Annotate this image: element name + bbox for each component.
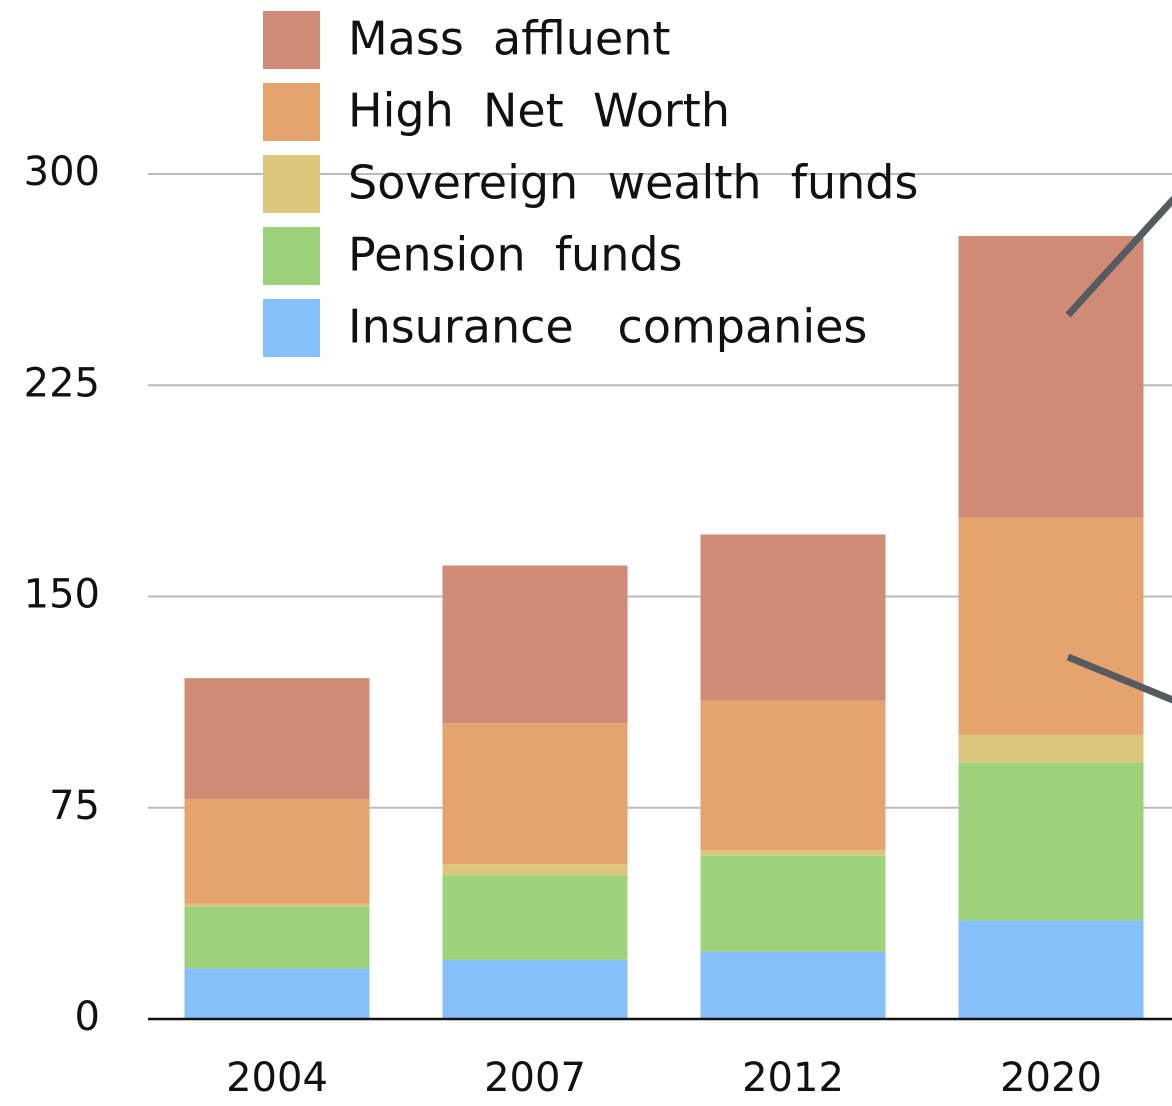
y-tick-label: 150 — [24, 572, 100, 618]
legend-swatch — [263, 299, 320, 357]
legend-label: Pension funds — [348, 228, 683, 282]
bar-segment — [184, 799, 370, 904]
annotation-line — [1065, 195, 1172, 318]
bar-segment — [184, 678, 370, 800]
bar-segment — [958, 920, 1144, 1019]
legend-label: Insurance companies — [348, 300, 867, 354]
axis: 0 75 150 225 300 2004 2007 2012 2020 — [24, 149, 1172, 1101]
y-tick-label: 225 — [24, 360, 100, 406]
bar-segment — [700, 855, 886, 952]
bar-segment — [958, 762, 1144, 921]
bar-segment — [958, 235, 1144, 518]
bar-segment — [184, 903, 370, 907]
x-tick-label: 2007 — [484, 1055, 586, 1101]
bar-segment — [442, 864, 628, 876]
bars — [184, 235, 1144, 1019]
legend-swatch — [263, 11, 320, 69]
bar-segment — [700, 700, 886, 850]
legend-swatch — [263, 83, 320, 141]
legend: Insurance companies Pension funds Sovereig… — [263, 11, 918, 357]
legend-label: High Net Worth — [348, 84, 730, 138]
legend-swatch — [263, 155, 320, 213]
bar-segment — [184, 968, 370, 1019]
bar-segment — [958, 517, 1144, 735]
x-tick-label: 2004 — [226, 1055, 328, 1101]
legend-label: Mass affluent — [348, 12, 670, 66]
y-tick-label: 0 — [75, 994, 100, 1040]
y-tick-label: 75 — [49, 783, 100, 829]
y-tick-label: 300 — [24, 149, 100, 195]
x-tick-label: 2020 — [1000, 1055, 1102, 1101]
bar-segment — [958, 734, 1144, 763]
bar-segment — [442, 565, 628, 724]
legend-swatch — [263, 227, 320, 285]
legend-label: Sovereign wealth funds — [348, 156, 918, 210]
bar-segment — [442, 875, 628, 960]
bar-segment — [700, 850, 886, 856]
bar-segment — [442, 723, 628, 865]
bar-segment — [700, 534, 886, 701]
x-tick-label: 2012 — [742, 1055, 844, 1101]
bar-segment — [442, 959, 628, 1019]
bar-segment — [184, 906, 370, 969]
annotation-line — [1066, 653, 1172, 704]
bar-segment — [700, 951, 886, 1019]
